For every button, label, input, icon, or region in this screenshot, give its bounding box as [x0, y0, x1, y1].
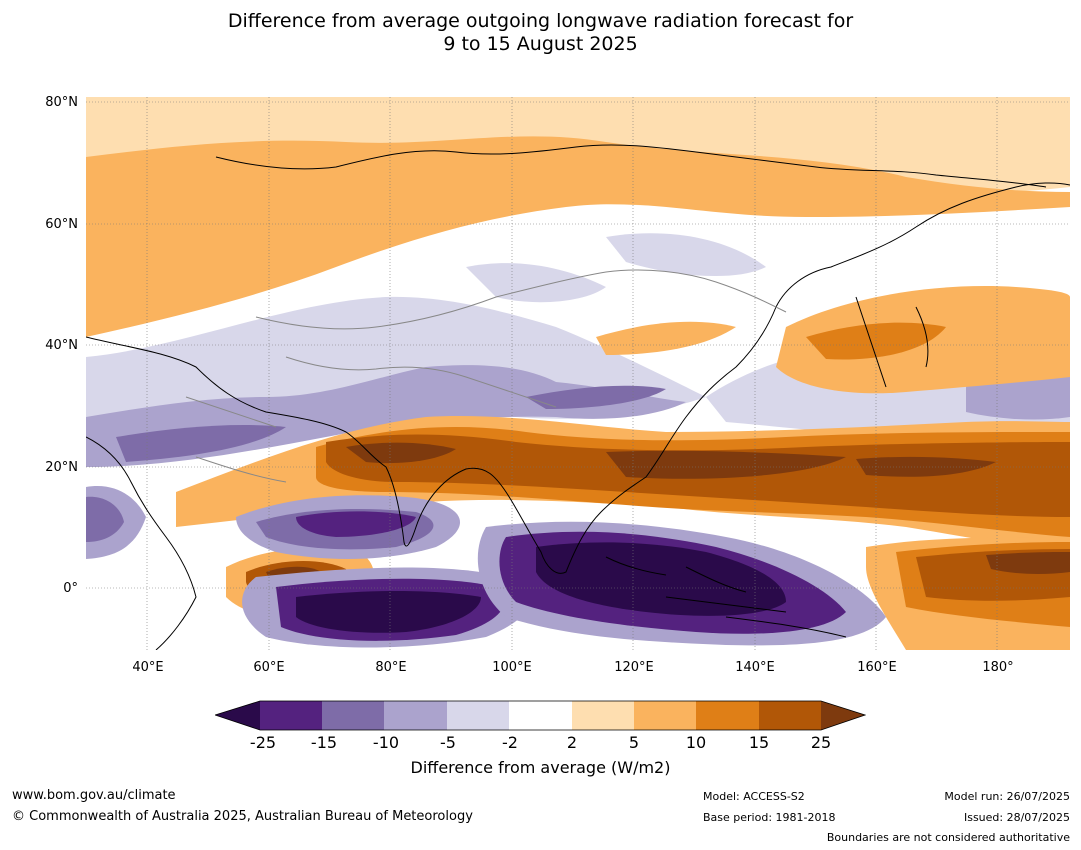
colorbar-segment-5 — [509, 701, 572, 730]
country-borders — [185, 269, 787, 483]
colorbar-tick: 25 — [810, 733, 832, 752]
lon-label-80e: 80°E — [375, 660, 407, 675]
colorbar-tick: -10 — [372, 733, 400, 752]
colorbar-tick: 5 — [628, 733, 640, 752]
chart-title: Difference from average outgoing longwav… — [0, 10, 1081, 56]
colorbar-segment-high-extend — [821, 701, 865, 730]
website-link[interactable]: www.bom.gov.au/climate — [12, 788, 176, 803]
lon-label-160e: 160°E — [857, 660, 897, 675]
olr-anomaly-map — [86, 97, 1070, 650]
colorbar-tick: -25 — [249, 733, 277, 752]
issued-text: Issued: 28/07/2025 — [963, 811, 1070, 824]
lon-label-140e: 140°E — [735, 660, 775, 675]
lat-label-40n: 40°N — [45, 338, 78, 353]
lat-label-80n: 80°N — [45, 95, 78, 110]
title-line-2: 9 to 15 August 2025 — [443, 33, 638, 55]
colorbar — [215, 700, 866, 731]
colorbar-segment-7 — [634, 701, 696, 730]
colorbar-tick: 15 — [748, 733, 770, 752]
colorbar-segment-2 — [322, 701, 384, 730]
colorbar-tick: 2 — [566, 733, 578, 752]
colorbar-segment-4 — [447, 701, 509, 730]
model-text: Model: ACCESS-S2 — [703, 790, 805, 803]
colorbar-tick: 10 — [685, 733, 707, 752]
colorbar-tick: -2 — [502, 733, 518, 752]
title-line-1: Difference from average outgoing longwav… — [227, 10, 854, 32]
lat-label-20n: 20°N — [45, 460, 78, 475]
model-run-text: Model run: 26/07/2025 — [944, 790, 1070, 803]
lat-label-0: 0° — [63, 581, 78, 596]
map-svg — [86, 97, 1070, 650]
lon-label-180: 180° — [982, 660, 1014, 675]
colorbar-segment-low-extend — [215, 701, 260, 730]
colorbar-segment-8 — [696, 701, 759, 730]
lon-label-60e: 60°E — [253, 660, 285, 675]
base-period-text: Base period: 1981-2018 — [703, 811, 836, 824]
disclaimer-text: Boundaries are not considered authoritat… — [826, 831, 1070, 844]
lon-label-100e: 100°E — [492, 660, 532, 675]
lat-label-60n: 60°N — [45, 217, 78, 232]
lon-label-40e: 40°E — [132, 660, 164, 675]
lon-label-120e: 120°E — [614, 660, 654, 675]
colorbar-segment-9 — [759, 701, 821, 730]
colorbar-segment-1 — [260, 701, 322, 730]
colorbar-segment-3 — [384, 701, 447, 730]
colorbar-tick: -15 — [310, 733, 338, 752]
colorbar-label: Difference from average (W/m2) — [410, 758, 671, 777]
coastlines — [86, 144, 1070, 650]
copyright-text: © Commonwealth of Australia 2025, Austra… — [12, 809, 473, 824]
colorbar-segment-6 — [572, 701, 634, 730]
colorbar-tick: -5 — [440, 733, 456, 752]
